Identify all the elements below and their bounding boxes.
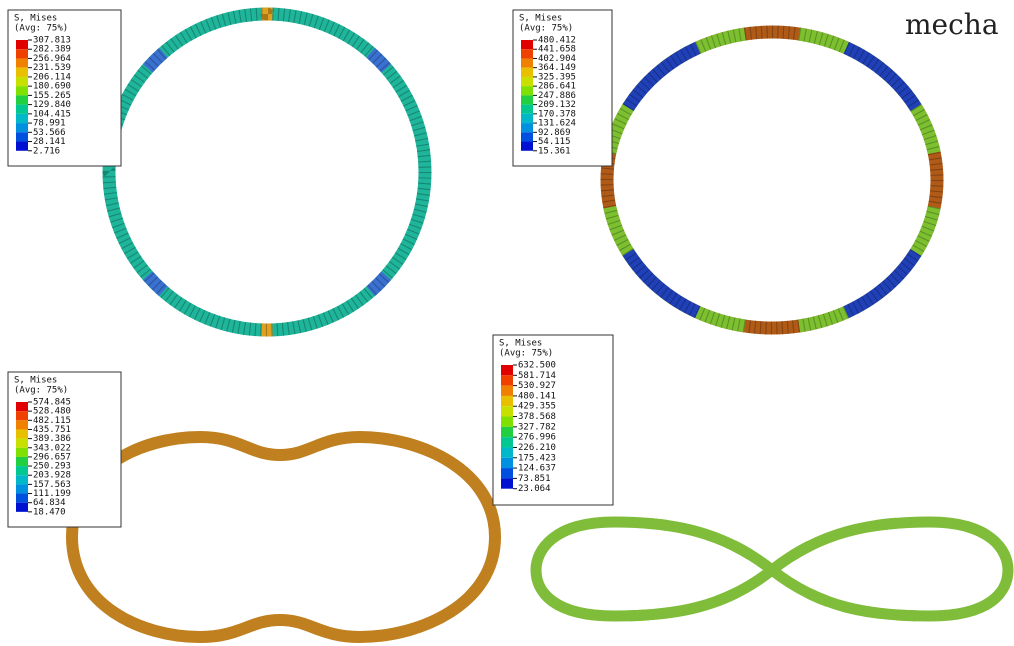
legend-swatch: [16, 457, 28, 466]
legend-swatch: [16, 49, 28, 58]
legend-swatch: [501, 447, 513, 457]
legend: S, Mises(Avg: 75%)574.845528.480482.1154…: [8, 372, 121, 527]
title-fragment: mecha: [905, 8, 999, 41]
figure: S, Mises(Avg: 75%)307.813282.389256.9642…: [0, 0, 1014, 646]
legend-value: 73.851: [518, 474, 551, 484]
legend-value: 429.355: [518, 402, 556, 412]
legend-swatch: [501, 365, 513, 375]
legend-swatch: [521, 114, 533, 123]
legend-value: 276.996: [518, 433, 556, 443]
legend-swatch: [501, 386, 513, 396]
legend-swatch: [16, 40, 28, 49]
ring-3-mesh: [72, 437, 495, 637]
legend-swatch: [501, 468, 513, 478]
slide: S, Mises(Avg: 75%)307.813282.389256.9642…: [0, 0, 1014, 646]
legend-value: 18.470: [33, 507, 66, 517]
legend-swatch: [16, 68, 28, 77]
legend-title: S, Mises: [499, 339, 542, 349]
legend-swatch: [16, 466, 28, 475]
legend-swatch: [521, 105, 533, 114]
legend-swatch: [16, 448, 28, 457]
legend-swatch: [16, 420, 28, 429]
legend-value: 15.361: [538, 146, 571, 156]
legend-title: S, Mises: [14, 376, 57, 386]
legend-swatch: [501, 406, 513, 416]
legend-swatch: [16, 402, 28, 411]
legend-swatch: [16, 503, 28, 512]
legend-value: 581.714: [518, 371, 556, 381]
legend-value: 632.500: [518, 361, 556, 371]
legend-swatch: [501, 396, 513, 406]
legend-swatch: [521, 49, 533, 58]
legend-swatch: [501, 478, 513, 488]
ring-1-patch: [109, 14, 425, 330]
legend-value: 226.210: [518, 443, 556, 453]
legend-title: S, Mises: [14, 14, 57, 24]
ring-4-base: [536, 522, 1008, 616]
legend-swatch: [501, 417, 513, 427]
ring-4: [536, 522, 1008, 616]
legend-swatch: [521, 142, 533, 151]
legend-value: 378.568: [518, 412, 556, 422]
ring-2-band: [607, 32, 937, 328]
legend-subtitle: (Avg: 75%): [519, 24, 573, 34]
legend-swatch: [16, 411, 28, 420]
legend-swatch: [16, 142, 28, 151]
legend-value: 530.927: [518, 381, 556, 391]
legend-value: 124.637: [518, 464, 556, 474]
ring-3: [72, 437, 495, 637]
legend-swatch: [16, 429, 28, 438]
legend-swatch: [16, 86, 28, 95]
legend-value: 480.141: [518, 391, 556, 401]
legend-value: 327.782: [518, 422, 556, 432]
legend-swatch: [521, 123, 533, 132]
ring-3-band: [72, 437, 495, 637]
legend-swatch: [16, 123, 28, 132]
legend-swatch: [16, 114, 28, 123]
ring-3-base: [72, 437, 495, 637]
legend-value: 2.716: [33, 146, 60, 156]
legend-swatch: [16, 58, 28, 67]
legend: S, Mises(Avg: 75%)632.500581.714530.9274…: [493, 335, 613, 505]
legend: S, Mises(Avg: 75%)480.412441.658402.9043…: [513, 10, 612, 166]
legend-swatch: [521, 58, 533, 67]
legend-swatch: [16, 484, 28, 493]
legend-swatch: [16, 475, 28, 484]
legend-subtitle: (Avg: 75%): [14, 24, 68, 34]
legend-title: S, Mises: [519, 14, 562, 24]
legend-swatch: [16, 105, 28, 114]
legend-swatch: [16, 77, 28, 86]
legend-swatch: [521, 77, 533, 86]
legend-swatch: [521, 68, 533, 77]
legend-swatch: [501, 375, 513, 385]
legend: S, Mises(Avg: 75%)307.813282.389256.9642…: [8, 10, 121, 166]
legend-swatch: [16, 132, 28, 141]
legend-swatch: [521, 40, 533, 49]
legend-value: 175.423: [518, 453, 556, 463]
legend-swatch: [501, 458, 513, 468]
legend-swatch: [16, 95, 28, 104]
legend-subtitle: (Avg: 75%): [499, 349, 553, 359]
legend-value: 23.064: [518, 484, 551, 494]
legend-swatch: [521, 132, 533, 141]
legend-swatch: [501, 437, 513, 447]
legend-swatch: [16, 439, 28, 448]
legend-swatch: [521, 95, 533, 104]
legend-swatch: [501, 427, 513, 437]
legend-swatch: [16, 494, 28, 503]
legend-swatch: [521, 86, 533, 95]
legend-subtitle: (Avg: 75%): [14, 386, 68, 396]
